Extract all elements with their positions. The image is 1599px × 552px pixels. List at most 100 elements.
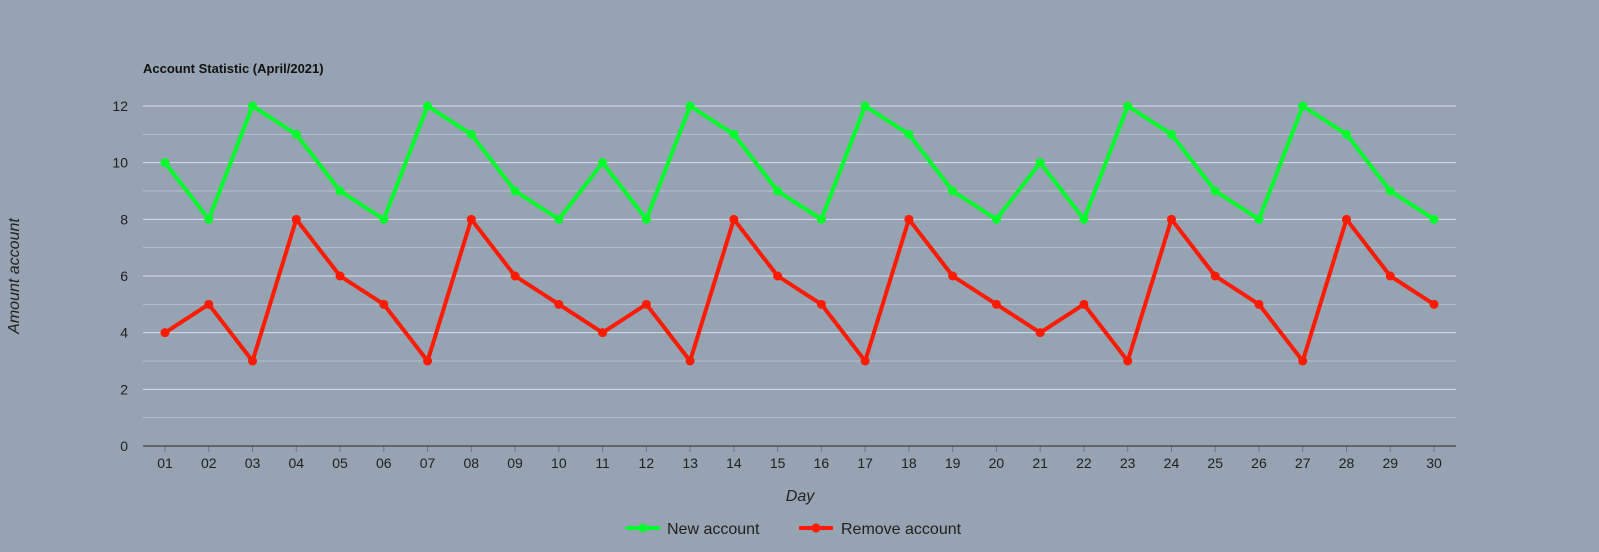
data-point-remove-account[interactable] (948, 272, 957, 281)
x-tick-label: 20 (989, 455, 1005, 471)
data-point-remove-account[interactable] (336, 272, 345, 281)
data-point-remove-account[interactable] (1254, 300, 1263, 309)
data-point-remove-account[interactable] (904, 215, 913, 224)
data-point-new-account[interactable] (904, 130, 913, 139)
data-point-new-account[interactable] (336, 187, 345, 196)
data-point-remove-account[interactable] (379, 300, 388, 309)
data-point-new-account[interactable] (554, 215, 563, 224)
data-point-new-account[interactable] (161, 158, 170, 167)
x-tick-label: 06 (376, 455, 392, 471)
x-tick-label: 26 (1251, 455, 1267, 471)
data-point-new-account[interactable] (773, 187, 782, 196)
x-tick-label: 25 (1207, 455, 1223, 471)
data-point-new-account[interactable] (511, 187, 520, 196)
x-axis-ticks: 01 02 03 04 05 06 07 08 09 10 11 12 13 14 15 16 17 18 19 20… (157, 446, 1442, 471)
legend-marker-remove-account (812, 524, 821, 533)
data-point-remove-account[interactable] (686, 357, 695, 366)
x-tick-label: 11 (595, 455, 610, 471)
data-point-remove-account[interactable] (292, 215, 301, 224)
data-point-remove-account[interactable] (161, 328, 170, 337)
x-axis-title: Day (786, 488, 815, 505)
data-point-new-account[interactable] (729, 130, 738, 139)
y-tick-label: 0 (120, 438, 128, 454)
data-point-remove-account[interactable] (1211, 272, 1220, 281)
x-tick-label: 08 (464, 455, 480, 471)
data-point-new-account[interactable] (1123, 102, 1132, 111)
data-point-remove-account[interactable] (861, 357, 870, 366)
data-point-new-account[interactable] (1254, 215, 1263, 224)
data-point-remove-account[interactable] (423, 357, 432, 366)
legend-item-new-account[interactable]: New account (626, 521, 760, 538)
data-point-remove-account[interactable] (248, 357, 257, 366)
grid-layer (143, 106, 1456, 418)
x-tick-label: 18 (901, 455, 917, 471)
y-tick-label: 10 (112, 155, 128, 171)
legend-label-remove-account: Remove account (841, 521, 962, 538)
data-point-new-account[interactable] (204, 215, 213, 224)
y-tick-label: 6 (120, 268, 128, 284)
data-point-remove-account[interactable] (992, 300, 1001, 309)
x-tick-label: 09 (507, 455, 523, 471)
x-tick-label: 01 (157, 455, 173, 471)
x-tick-label: 10 (551, 455, 567, 471)
data-point-remove-account[interactable] (729, 215, 738, 224)
data-point-remove-account[interactable] (773, 272, 782, 281)
data-point-remove-account[interactable] (642, 300, 651, 309)
data-point-new-account[interactable] (686, 102, 695, 111)
data-point-new-account[interactable] (948, 187, 957, 196)
data-point-new-account[interactable] (467, 130, 476, 139)
y-axis-title: Amount account (6, 218, 23, 335)
x-tick-label: 19 (945, 455, 961, 471)
data-point-remove-account[interactable] (817, 300, 826, 309)
legend-item-remove-account[interactable]: Remove account (799, 521, 962, 538)
x-tick-label: 29 (1382, 455, 1398, 471)
data-point-new-account[interactable] (1342, 130, 1351, 139)
x-tick-label: 04 (288, 455, 304, 471)
data-point-new-account[interactable] (1386, 187, 1395, 196)
x-tick-label: 02 (201, 455, 217, 471)
data-point-remove-account[interactable] (1123, 357, 1132, 366)
series-layer (161, 102, 1439, 366)
data-point-remove-account[interactable] (1386, 272, 1395, 281)
x-tick-label: 16 (814, 455, 830, 471)
y-tick-label: 8 (120, 211, 128, 227)
data-point-remove-account[interactable] (598, 328, 607, 337)
data-point-new-account[interactable] (1211, 187, 1220, 196)
data-point-remove-account[interactable] (467, 215, 476, 224)
data-point-new-account[interactable] (248, 102, 257, 111)
data-point-new-account[interactable] (423, 102, 432, 111)
data-point-new-account[interactable] (1079, 215, 1088, 224)
data-point-remove-account[interactable] (204, 300, 213, 309)
data-point-new-account[interactable] (1167, 130, 1176, 139)
data-point-remove-account[interactable] (554, 300, 563, 309)
legend-marker-new-account (639, 524, 648, 533)
data-point-remove-account[interactable] (1167, 215, 1176, 224)
data-point-new-account[interactable] (1036, 158, 1045, 167)
data-point-new-account[interactable] (598, 158, 607, 167)
x-tick-label: 24 (1164, 455, 1180, 471)
data-point-remove-account[interactable] (511, 272, 520, 281)
data-point-remove-account[interactable] (1298, 357, 1307, 366)
data-point-remove-account[interactable] (1079, 300, 1088, 309)
data-point-new-account[interactable] (817, 215, 826, 224)
chart-title: Account Statistic (April/2021) (143, 61, 324, 76)
data-point-remove-account[interactable] (1430, 300, 1439, 309)
data-point-new-account[interactable] (642, 215, 651, 224)
x-tick-label: 22 (1076, 455, 1092, 471)
x-tick-label: 23 (1120, 455, 1136, 471)
data-point-new-account[interactable] (1430, 215, 1439, 224)
x-tick-label: 15 (770, 455, 786, 471)
data-point-new-account[interactable] (861, 102, 870, 111)
data-point-new-account[interactable] (992, 215, 1001, 224)
x-tick-label: 21 (1032, 455, 1048, 471)
x-tick-label: 07 (420, 455, 436, 471)
x-tick-label: 05 (332, 455, 348, 471)
data-point-remove-account[interactable] (1036, 328, 1045, 337)
data-point-new-account[interactable] (292, 130, 301, 139)
data-point-remove-account[interactable] (1342, 215, 1351, 224)
data-point-new-account[interactable] (1298, 102, 1307, 111)
x-tick-label: 13 (682, 455, 698, 471)
series-line-remove-account (165, 219, 1434, 361)
data-point-new-account[interactable] (379, 215, 388, 224)
